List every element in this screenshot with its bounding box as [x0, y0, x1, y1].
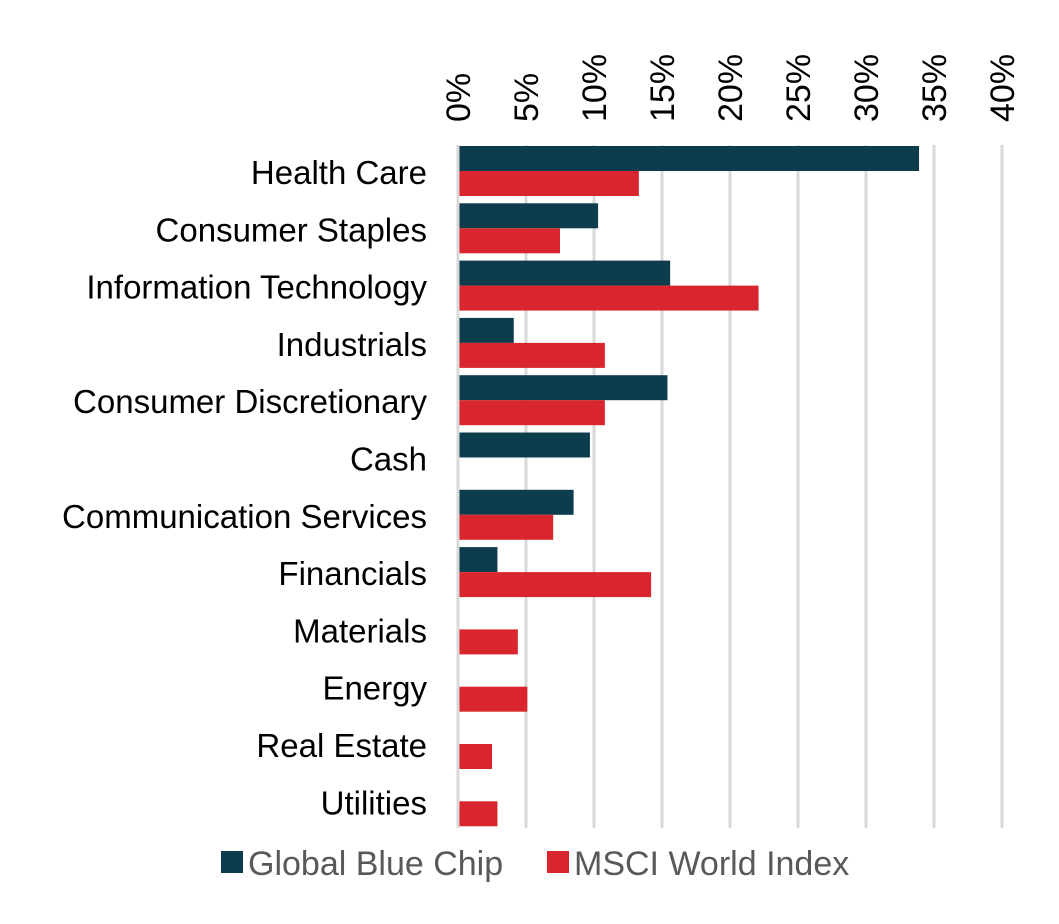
- bar-global-blue-chip: [458, 547, 498, 573]
- category-label: Materials: [293, 612, 427, 649]
- bar-global-blue-chip: [458, 489, 574, 515]
- bars: [458, 146, 920, 827]
- bar-msci-world: [458, 342, 605, 368]
- category-label: Real Estate: [256, 727, 427, 764]
- bar-msci-world: [458, 572, 652, 598]
- category-label: Consumer Discretionary: [73, 383, 427, 420]
- category-label: Consumer Staples: [156, 211, 427, 248]
- x-tick-label: 40%: [984, 54, 1022, 122]
- legend-label: MSCI World Index: [574, 845, 849, 883]
- gridlines: [524, 145, 1004, 828]
- bar-global-blue-chip: [458, 146, 920, 171]
- bar-msci-world: [458, 514, 554, 540]
- bar-global-blue-chip: [458, 260, 671, 286]
- bar-msci-world: [458, 629, 518, 655]
- legend-label: Global Blue Chip: [248, 845, 503, 883]
- bar-msci-world: [458, 171, 639, 196]
- bar-global-blue-chip: [458, 375, 668, 401]
- x-axis-tick-labels: 0% 5% 10% 15% 20% 25% 30% 35% 40%: [440, 54, 1022, 122]
- category-label: Cash: [350, 441, 427, 478]
- x-tick-label: 0%: [440, 73, 478, 122]
- category-label: Utilities: [321, 784, 427, 821]
- legend-swatch: [221, 851, 243, 873]
- category-label: Information Technology: [86, 269, 427, 306]
- bar-msci-world: [458, 744, 492, 769]
- bar-msci-world: [458, 228, 560, 254]
- bar-msci-world: [458, 801, 498, 827]
- legend: Global Blue Chip MSCI World Index: [221, 845, 849, 883]
- x-tick-label: 10%: [576, 54, 614, 122]
- bar-msci-world: [458, 400, 605, 426]
- x-tick-label: 20%: [712, 54, 750, 122]
- x-tick-label: 30%: [848, 54, 886, 122]
- category-labels: Health Care Consumer Staples Information T…: [62, 154, 427, 821]
- category-label: Financials: [278, 555, 427, 592]
- category-label: Health Care: [251, 154, 427, 191]
- x-tick-label: 35%: [916, 54, 954, 122]
- x-tick-label: 25%: [780, 54, 818, 122]
- x-tick-label: 5%: [508, 73, 546, 122]
- bar-msci-world: [458, 285, 759, 311]
- legend-swatch: [547, 851, 569, 873]
- category-label: Energy: [322, 670, 427, 707]
- bar-msci-world: [458, 686, 528, 712]
- category-label: Communication Services: [62, 498, 427, 535]
- bar-global-blue-chip: [458, 203, 599, 229]
- bar-global-blue-chip: [458, 432, 590, 458]
- bar-global-blue-chip: [458, 317, 514, 343]
- x-tick-label: 15%: [644, 54, 682, 122]
- category-label: Industrials: [277, 326, 427, 363]
